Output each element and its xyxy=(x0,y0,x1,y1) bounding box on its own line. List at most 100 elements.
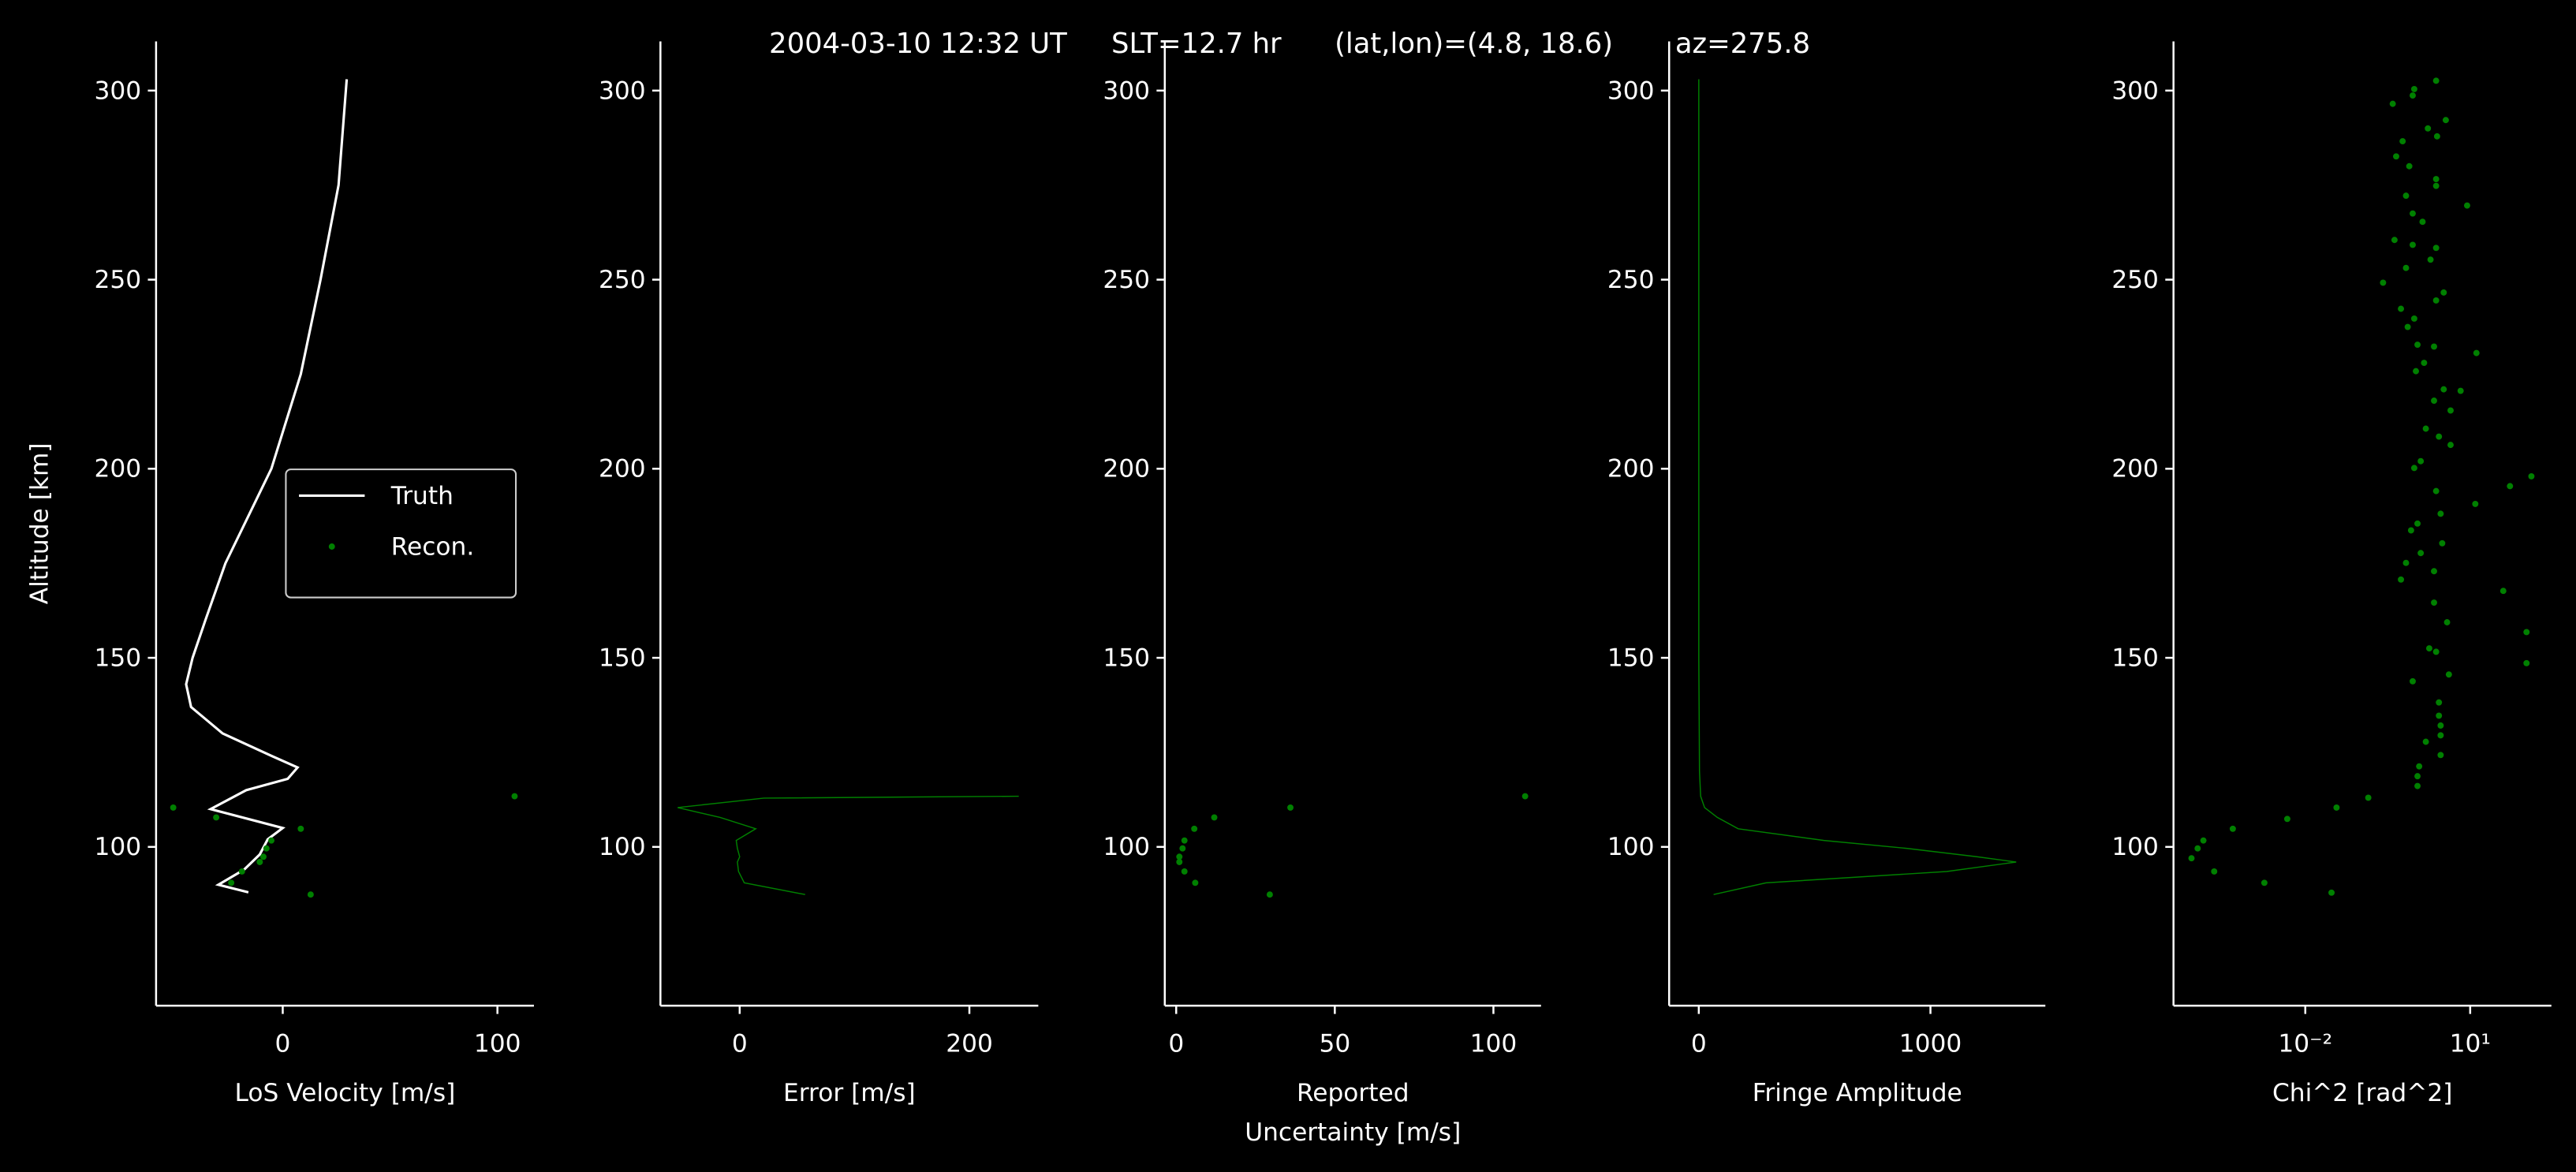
data-point xyxy=(2440,386,2447,393)
y-tick-label: 200 xyxy=(95,455,142,483)
panel: 100 150 200 250 300 0 100 LoS Velocity [m/s] Alt… xyxy=(25,41,534,1107)
data-point xyxy=(1192,879,1199,886)
panel: 100 150 200 250 300 0 200 Error [m/s] xyxy=(599,41,1039,1107)
y-tick-label: 300 xyxy=(2111,77,2159,105)
figure-title: 2004-03-10 12:32 UT SLT=12.7 hr (lat,lon… xyxy=(769,28,1810,60)
data-point xyxy=(2393,153,2399,160)
data-point xyxy=(307,891,314,898)
data-point xyxy=(1521,793,1529,800)
data-point xyxy=(2409,210,2416,217)
y-tick-label: 300 xyxy=(1103,77,1150,105)
data-point xyxy=(2211,868,2218,875)
y-tick-label: 300 xyxy=(1607,77,1655,105)
y-tick-label: 150 xyxy=(1607,644,1655,672)
data-point xyxy=(2414,782,2421,789)
data-point xyxy=(2398,305,2405,312)
y-tick-label: 150 xyxy=(95,644,142,672)
x-tick-label: 10⁻² xyxy=(2278,1030,2332,1058)
data-point xyxy=(2436,699,2443,706)
data-point xyxy=(2472,500,2479,507)
y-tick-label: 100 xyxy=(599,833,646,861)
data-point xyxy=(1287,804,1294,811)
data-point xyxy=(2410,315,2417,322)
legend-label: Truth xyxy=(390,482,454,510)
data-point xyxy=(2328,889,2335,896)
x-axis-label: Error [m/s] xyxy=(783,1079,916,1107)
data-point xyxy=(1211,814,1218,821)
data-point xyxy=(2436,712,2443,719)
data-point xyxy=(2425,645,2432,652)
data-line xyxy=(678,795,1019,895)
y-tick-label: 200 xyxy=(1607,455,1655,483)
data-point xyxy=(228,879,235,886)
x-axis-label: Uncertainty [m/s] xyxy=(1245,1118,1461,1147)
data-point xyxy=(2433,133,2440,140)
data-point xyxy=(238,868,245,875)
data-point xyxy=(2445,671,2452,678)
data-line xyxy=(1698,79,2017,895)
data-point xyxy=(1191,825,1198,832)
panel: 100 150 200 250 300 0 1000 Fringe Amplitude xyxy=(1607,41,2046,1107)
data-point xyxy=(1181,868,1188,875)
y-tick-label: 100 xyxy=(2111,833,2159,861)
data-point xyxy=(2200,837,2207,844)
data-point xyxy=(2440,289,2447,296)
data-point xyxy=(2473,349,2480,356)
data-point xyxy=(2410,465,2417,472)
data-point xyxy=(1176,859,1183,865)
data-point xyxy=(2431,568,2437,575)
data-point xyxy=(2443,619,2451,625)
data-point xyxy=(2417,457,2425,465)
data-point xyxy=(511,793,518,800)
data-point xyxy=(2447,407,2454,414)
y-tick-label: 250 xyxy=(1607,266,1655,294)
data-point xyxy=(2402,192,2410,200)
x-axis-label: Fringe Amplitude xyxy=(1753,1079,1962,1107)
data-point xyxy=(2417,550,2425,557)
data-point xyxy=(2380,279,2387,286)
data-point xyxy=(2447,442,2454,449)
x-tick-label: 100 xyxy=(1470,1030,1518,1058)
data-point xyxy=(2432,487,2440,495)
data-point xyxy=(2437,722,2444,729)
data-point xyxy=(2499,588,2507,595)
data-point xyxy=(2437,510,2444,517)
y-tick-label: 250 xyxy=(1103,266,1150,294)
data-point xyxy=(2261,879,2268,886)
data-point xyxy=(2283,816,2290,823)
y-tick-label: 250 xyxy=(2111,266,2159,294)
x-tick-label: 0 xyxy=(275,1030,291,1058)
x-tick-label: 0 xyxy=(1168,1030,1184,1058)
x-tick-label: 1000 xyxy=(1899,1030,1962,1058)
data-point xyxy=(2414,520,2421,527)
data-point xyxy=(2365,794,2372,801)
y-tick-label: 150 xyxy=(2111,644,2159,672)
data-point xyxy=(2431,398,2437,404)
data-point xyxy=(1176,853,1183,860)
data-point xyxy=(2432,648,2440,655)
y-tick-label: 100 xyxy=(1607,833,1655,861)
data-point xyxy=(1266,891,1273,898)
data-point xyxy=(1181,837,1188,844)
x-tick-label: 200 xyxy=(946,1030,993,1058)
data-point xyxy=(2409,92,2416,99)
y-tick-label: 300 xyxy=(599,77,646,105)
data-point xyxy=(2414,342,2421,349)
data-point xyxy=(2432,244,2440,252)
x-tick-label: 0 xyxy=(732,1030,748,1058)
data-point xyxy=(2523,659,2530,666)
y-tick-label: 250 xyxy=(599,266,646,294)
data-point xyxy=(2389,100,2396,107)
x-tick-label: 50 xyxy=(1319,1030,1350,1058)
data-point xyxy=(2442,117,2449,124)
data-point xyxy=(2439,539,2446,547)
data-point xyxy=(260,853,267,860)
data-point xyxy=(2391,237,2398,244)
data-point xyxy=(2427,256,2434,263)
x-axis-label: LoS Velocity [m/s] xyxy=(235,1079,456,1107)
data-point xyxy=(2194,845,2201,852)
y-tick-label: 200 xyxy=(1103,455,1150,483)
x-axis-label: Reported xyxy=(1297,1079,1409,1107)
y-tick-label: 300 xyxy=(95,77,142,105)
